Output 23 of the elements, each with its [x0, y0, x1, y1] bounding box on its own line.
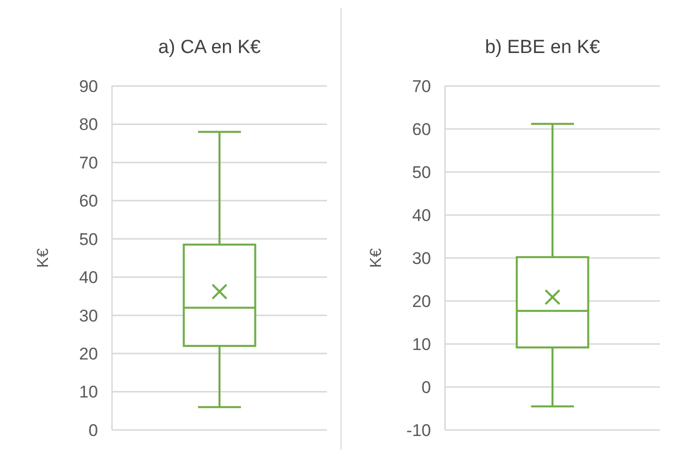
- chart-title: b) EBE en K€: [484, 37, 600, 58]
- y-tick-label: 60: [412, 120, 431, 139]
- y-tick-label: 0: [422, 378, 431, 397]
- y-tick-label: 70: [412, 76, 431, 96]
- y-tick-label: 40: [412, 206, 431, 225]
- y-tick-label: 40: [79, 268, 98, 288]
- y-tick-label: 60: [79, 192, 98, 211]
- chart-title: a) CA en K€: [158, 37, 262, 58]
- y-tick-label: 10: [412, 334, 431, 354]
- y-axis-title: K€: [35, 248, 52, 268]
- y-tick-label: 10: [79, 382, 98, 402]
- y-axis-title: K€: [368, 248, 385, 268]
- y-tick-label: 90: [79, 76, 98, 96]
- y-tick-label: 50: [79, 230, 98, 249]
- y-tick-label: 0: [88, 420, 98, 440]
- y-tick-label: 20: [79, 344, 98, 364]
- y-tick-label: 20: [412, 292, 431, 311]
- y-tick-label: 70: [79, 153, 98, 172]
- y-tick-label: 50: [412, 162, 431, 182]
- y-tick-label: 30: [412, 248, 431, 268]
- y-tick-label: 30: [79, 306, 98, 326]
- y-tick-label: 80: [79, 115, 98, 134]
- y-tick-label: -10: [406, 420, 431, 440]
